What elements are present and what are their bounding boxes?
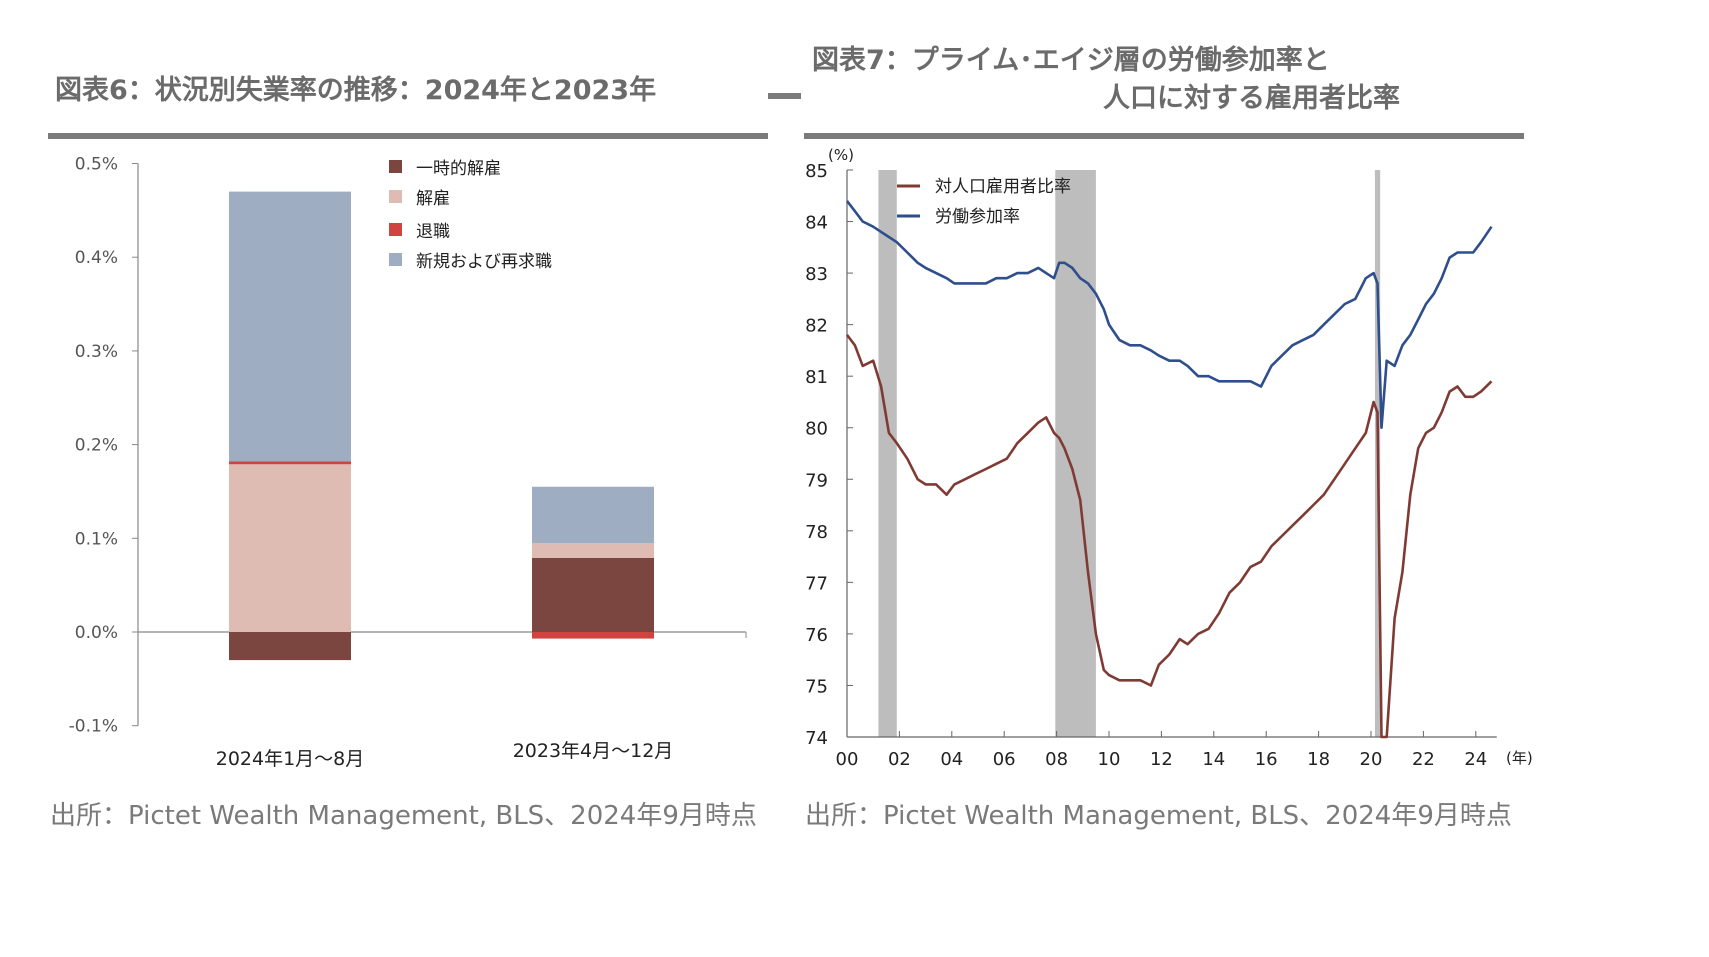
bar-legend-label: 新規および再求職	[416, 252, 552, 272]
bar-segment	[229, 632, 351, 661]
bar-segment	[229, 461, 351, 465]
line-y-tick-label: 84	[805, 213, 828, 234]
line-y-tick-label: 77	[805, 573, 828, 594]
line-x-tick-label: 06	[993, 749, 1016, 770]
bar-segment	[532, 632, 654, 639]
bar-y-tick-label: -0.1%	[69, 717, 118, 737]
line-series	[845, 200, 1493, 430]
bar-legend-label: 退職	[416, 222, 450, 242]
bar-segment	[532, 542, 654, 558]
line-x-tick-label: 20	[1360, 749, 1383, 770]
bar-category-label: 2024年1月～8月	[216, 748, 365, 770]
right-title-rule	[804, 133, 1524, 139]
bar-legend-label: 一時的解雇	[416, 159, 501, 179]
line-y-tick-label: 74	[805, 728, 828, 749]
line-x-tick-label: 24	[1464, 749, 1487, 770]
bar-legend-swatch	[389, 223, 402, 236]
recession-band	[878, 170, 897, 737]
left-source-note: 出所：Pictet Wealth Management, BLS、2024年9月…	[50, 801, 757, 831]
line-x-tick-label: 16	[1255, 749, 1278, 770]
line-series	[845, 334, 1493, 739]
line-y-tick-label: 83	[805, 264, 828, 285]
line-x-tick-label: 02	[888, 749, 911, 770]
recession-band	[1055, 170, 1096, 737]
bar-y-tick-label: 0.3%	[75, 342, 118, 362]
line-x-tick-label: 00	[836, 749, 859, 770]
line-legend-label: 労働参加率	[935, 207, 1020, 227]
left-chart-title: 図表6：状況別失業率の推移：2024年と2023年	[55, 75, 657, 106]
line-y-tick-label: 79	[805, 470, 828, 491]
line-x-tick-label: 22	[1412, 749, 1435, 770]
bar-segment	[532, 557, 654, 632]
bar-segment	[229, 464, 351, 632]
bar-y-tick-label: 0.0%	[75, 623, 118, 643]
line-x-unit: (年)	[1506, 749, 1533, 767]
bar-legend-swatch	[389, 190, 402, 203]
bar-segment	[532, 486, 654, 543]
line-y-tick-label: 82	[805, 316, 828, 337]
line-x-tick-label: 08	[1045, 749, 1068, 770]
line-x-tick-label: 04	[940, 749, 963, 770]
bar-y-tick-label: 0.5%	[75, 155, 118, 175]
line-y-tick-label: 81	[805, 367, 828, 388]
line-y-tick-label: 85	[805, 161, 828, 182]
line-chart: 74 75 76 77 78 79 80 81 82 83 84 85(%) 00 02 04 06 08 10 1…	[805, 146, 1533, 770]
line-y-tick-label: 78	[805, 522, 828, 543]
line-x-tick-label: 12	[1150, 749, 1173, 770]
title-divider-dash	[768, 93, 801, 99]
right-source-note: 出所：Pictet Wealth Management, BLS、2024年9月…	[805, 801, 1512, 831]
line-y-tick-label: 75	[805, 676, 828, 697]
bar-y-tick-label: 0.1%	[75, 529, 118, 549]
stacked-bar-chart: -0.1% 0.0% 0.1% 0.2% 0.3% 0.4% 0.5% 2024年1月～8月 2…	[69, 155, 747, 770]
line-y-tick-label: 76	[805, 625, 828, 646]
line-y-tick-label: 80	[805, 419, 828, 440]
line-legend-label: 対人口雇用者比率	[935, 177, 1071, 197]
bar-legend-swatch	[389, 253, 402, 266]
bar-segment	[229, 191, 351, 462]
bar-y-tick-label: 0.4%	[75, 248, 118, 268]
bar-category-label: 2023年4月～12月	[513, 740, 674, 762]
right-chart-title-line1: 図表7：プライム･エイジ層の労働参加率と	[812, 45, 1330, 76]
right-chart-title-line2: 人口に対する雇用者比率	[1103, 83, 1400, 114]
line-y-unit: (%)	[828, 146, 854, 164]
bar-legend-swatch	[389, 160, 402, 173]
line-x-tick-label: 14	[1202, 749, 1225, 770]
left-title-rule	[48, 133, 768, 139]
line-x-tick-label: 18	[1307, 749, 1330, 770]
bar-y-tick-label: 0.2%	[75, 436, 118, 456]
bar-legend-label: 解雇	[416, 189, 450, 209]
line-x-tick-label: 10	[1098, 749, 1121, 770]
